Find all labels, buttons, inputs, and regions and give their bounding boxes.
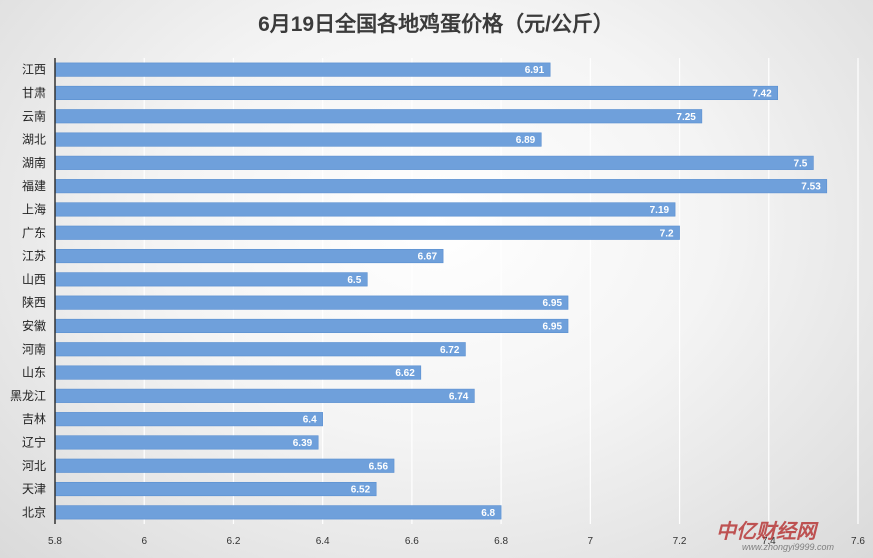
watermark-url: www.zhongyi9999.com	[742, 542, 835, 552]
x-tick-label: 6.6	[405, 536, 419, 547]
category-label: 江西	[22, 63, 46, 77]
watermark-logo: 中亿财经网 www.zhongyi9999.com	[716, 520, 835, 552]
x-tick-label: 6	[141, 536, 147, 547]
labels: 5.8 6 6.2 6.4 6.6 6.8 7 7.2 7.4 7.6 6.91 江西 7.42 甘肃 7.…	[10, 63, 865, 547]
bar	[54, 365, 422, 380]
category-label: 吉林	[22, 412, 46, 426]
bar	[54, 295, 569, 310]
bar-value-label: 7.2	[660, 228, 674, 239]
bar-value-label: 6.62	[395, 368, 415, 379]
category-label: 山东	[22, 366, 46, 380]
bar	[54, 85, 779, 101]
category-label: 广东	[22, 226, 46, 240]
bar	[54, 248, 444, 264]
bar-value-label: 6.91	[525, 65, 545, 76]
category-label: 湖北	[22, 132, 46, 147]
category-label: 河南	[22, 341, 46, 356]
bar	[54, 62, 551, 77]
category-label: 安徽	[22, 318, 46, 333]
x-tick-label: 7.2	[673, 536, 687, 547]
bar-value-label: 7.5	[793, 158, 807, 169]
bar	[54, 179, 828, 194]
x-tick-label: 7.4	[762, 536, 776, 547]
bar-value-label: 6.5	[347, 275, 361, 286]
bar-value-label: 6.56	[369, 461, 389, 472]
bar-value-label: 7.19	[650, 205, 670, 216]
bar-value-label: 6.4	[303, 415, 317, 426]
bar-value-label: 7.53	[801, 182, 821, 193]
bar-value-label: 6.89	[516, 135, 536, 146]
bar	[54, 272, 368, 287]
bar	[54, 412, 323, 427]
x-tick-label: 6.8	[494, 536, 508, 547]
bar	[54, 318, 569, 334]
x-tick-label: 7	[588, 536, 594, 547]
bar-value-label: 6.74	[449, 391, 469, 402]
bar	[54, 109, 703, 124]
category-label: 江苏	[22, 249, 46, 263]
category-label: 甘肃	[22, 86, 46, 100]
category-label: 上海	[22, 201, 46, 216]
category-label: 河北	[22, 459, 46, 473]
category-label: 辽宁	[22, 434, 46, 449]
category-label: 云南	[22, 108, 46, 123]
watermark-brand: 中亿财经网	[716, 520, 819, 543]
bar-value-label: 6.52	[351, 485, 371, 496]
category-label: 湖南	[22, 155, 46, 170]
bar	[54, 155, 814, 170]
bar	[54, 388, 475, 403]
bar-value-label: 6.72	[440, 345, 460, 356]
bar	[54, 132, 542, 147]
category-label: 黑龙江	[10, 389, 46, 403]
category-label: 北京	[22, 505, 46, 519]
x-tick-label: 6.2	[226, 536, 240, 547]
category-label: 山西	[22, 272, 46, 286]
x-tick-label: 7.6	[851, 536, 865, 547]
bar	[54, 202, 676, 217]
bar	[54, 342, 466, 357]
bar	[54, 458, 395, 473]
bar-value-label: 7.25	[676, 112, 696, 123]
category-label: 福建	[22, 178, 46, 193]
bar-value-label: 6.8	[481, 508, 495, 519]
category-label: 天津	[22, 482, 46, 496]
bar	[54, 481, 377, 497]
category-label: 陕西	[22, 295, 46, 310]
bar-value-label: 7.42	[752, 88, 772, 99]
bar	[54, 225, 680, 240]
bar-value-label: 6.95	[543, 321, 563, 332]
grid-lines	[143, 58, 859, 524]
bar	[54, 435, 319, 450]
x-tick-label: 5.8	[48, 536, 62, 547]
bar-value-label: 6.95	[543, 298, 563, 309]
bar	[54, 505, 502, 520]
bar-value-label: 6.39	[293, 438, 313, 449]
bar-value-label: 6.67	[418, 252, 438, 263]
x-tick-label: 6.4	[316, 536, 330, 547]
bars	[54, 62, 828, 520]
chart-title: 6月19日全国各地鸡蛋价格（元/公斤）	[258, 12, 614, 36]
